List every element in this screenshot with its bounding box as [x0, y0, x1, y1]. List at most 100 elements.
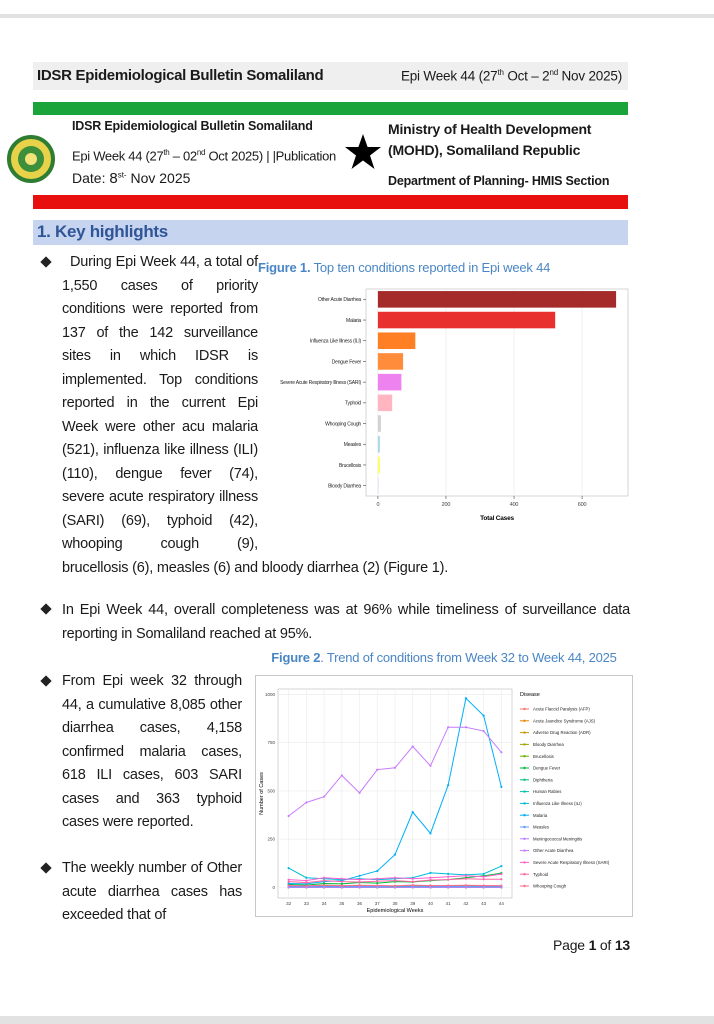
- department: Department of Planning- HMIS Section: [388, 174, 610, 188]
- legend-label: Human Rabies: [533, 789, 561, 794]
- data-point: [429, 832, 432, 835]
- data-point: [482, 875, 485, 878]
- x-tick-label: 400: [510, 502, 519, 508]
- figure-caption: Figure 2. Trend of conditions from Week …: [255, 650, 633, 665]
- x-tick-label: 33: [304, 901, 310, 906]
- y-tick-label: Malaria: [346, 317, 361, 323]
- x-tick-label: 36: [357, 901, 363, 906]
- text: – 02: [169, 148, 197, 164]
- data-point: [447, 875, 450, 878]
- data-point: [482, 878, 485, 881]
- bar-chart: 0 200 400 600 Total Cases Other Acute Diarrhe…: [280, 288, 629, 522]
- legend-label: Other Acute Diarrhea: [533, 848, 574, 853]
- y-tick-label: Bloody Diarrhea: [328, 483, 361, 489]
- legend-label: Meningococcal Meningitis: [533, 836, 582, 841]
- x-tick-label: 0: [376, 502, 379, 508]
- data-point: [429, 764, 432, 767]
- legend-label: Malaria: [533, 813, 548, 818]
- data-point: [340, 886, 343, 889]
- data-point: [393, 766, 397, 769]
- data-point: [500, 886, 503, 889]
- data-point: [358, 878, 361, 881]
- data-point: [429, 884, 432, 887]
- data-point: [376, 884, 379, 887]
- x-tick-label: 39: [410, 901, 416, 906]
- text: 1: [588, 937, 597, 953]
- x-tick-label: 600: [578, 502, 587, 508]
- data-point: [322, 876, 326, 879]
- x-tick-label: 37: [375, 901, 381, 906]
- y-tick-label: Other Acute Diarrhea: [318, 297, 361, 303]
- text: of: [596, 937, 615, 953]
- data-point: [287, 884, 290, 887]
- data-point: [358, 880, 361, 884]
- legend-swatch: [523, 731, 526, 734]
- data-point: [447, 884, 450, 887]
- figure-label: Figure 2: [271, 650, 321, 665]
- bullet-icon: [40, 603, 52, 615]
- data-point: [411, 886, 414, 889]
- x-axis-title: Total Cases: [480, 515, 514, 522]
- legend-label: Typhoid: [533, 872, 549, 877]
- data-point: [376, 768, 379, 771]
- data-point: [340, 880, 343, 883]
- data-point: [393, 879, 397, 882]
- x-axis-title: Epidemiological Weeks: [367, 908, 424, 914]
- legend-swatch: [523, 707, 526, 711]
- data-point: [464, 726, 468, 729]
- y-tick-label: 0: [272, 885, 275, 890]
- star: [345, 134, 381, 169]
- data-point: [411, 883, 414, 887]
- data-point: [305, 886, 308, 889]
- header-week: Epi Week 44 (27th Oct – 2nd Nov 2025): [401, 68, 622, 84]
- bar: [377, 394, 393, 411]
- bullet-icon: [40, 675, 52, 687]
- legend-swatch: [523, 766, 526, 770]
- x-tick-label: 34: [322, 901, 328, 906]
- legend-swatch: [523, 849, 526, 852]
- data-point: [340, 877, 343, 880]
- data-point: [305, 876, 308, 879]
- legend-label: Bloody Diarrhea: [533, 742, 564, 747]
- section-title: 1. Key highlights: [37, 222, 168, 241]
- bullet-4: The weekly number of Other acute diarrhe…: [62, 860, 242, 923]
- legend-title: Disease: [520, 692, 540, 698]
- bar: [377, 414, 381, 432]
- data-point: [322, 879, 326, 882]
- data-point: [482, 714, 485, 717]
- data-point: [322, 795, 326, 798]
- x-tick-label: 35: [339, 901, 345, 906]
- data-point: [411, 811, 414, 814]
- data-point: [322, 883, 326, 887]
- y-tick-label: Whooping Cough: [325, 421, 361, 427]
- data-point: [393, 876, 397, 879]
- data-point: [305, 881, 308, 884]
- text: Oct 2025) | |Publication: [205, 148, 336, 164]
- legend-swatch: [523, 778, 526, 781]
- text: th: [497, 68, 504, 77]
- legend-label: Acute Flaccid Paralysis (AFP): [533, 707, 590, 712]
- ministry: Ministry of Health Development (MOHD), S…: [388, 121, 592, 158]
- data-point: [376, 880, 379, 883]
- bar: [377, 311, 556, 328]
- data-point: [358, 886, 361, 889]
- text: Date:: [72, 170, 110, 186]
- figure-label: Figure 1.: [258, 260, 311, 275]
- red-bar: [33, 195, 628, 209]
- bullet-text: During Epi Week 44, a total of 1,550 cas…: [62, 254, 449, 576]
- figure-title: Top ten conditions reported in Epi week …: [310, 260, 551, 275]
- data-point: [305, 879, 308, 882]
- bullet-3: From Epi week 32 through 44, a cumulativ…: [62, 673, 242, 830]
- bar: [377, 476, 379, 494]
- page-number: Page 1 of 13: [553, 937, 630, 953]
- data-point: [500, 878, 503, 881]
- legend-label: Brucellosis: [533, 754, 554, 759]
- data-point: [464, 886, 468, 889]
- data-point: [447, 878, 450, 881]
- legend-swatch: [523, 755, 526, 758]
- y-tick-label: 1000: [265, 692, 276, 697]
- legend-swatch: [523, 884, 526, 888]
- data-point: [500, 884, 503, 887]
- x-tick-label: 200: [442, 502, 451, 508]
- y-tick-label: Measles: [344, 442, 362, 448]
